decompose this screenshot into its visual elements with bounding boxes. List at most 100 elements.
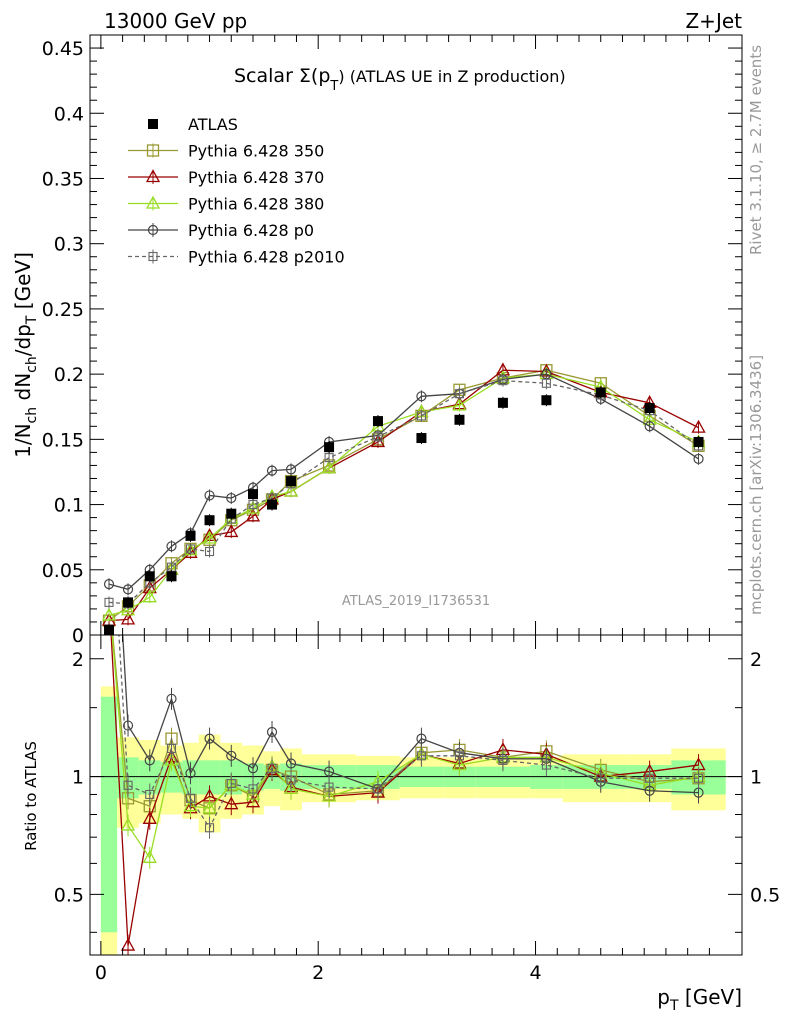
ratio-point-4-17 (645, 773, 655, 783)
ratio-point-2-2 (142, 849, 157, 863)
point-4-9 (285, 464, 297, 475)
legend-label-4: Pythia 6.428 p0 (188, 221, 314, 240)
legend-marker-1 (146, 144, 160, 157)
point-3-10 (321, 460, 337, 474)
ratio-point-3-12 (416, 733, 427, 744)
point-5-14 (498, 376, 508, 386)
ratio-series-2 (111, 635, 706, 869)
point-0-13 (454, 414, 465, 425)
ratio-point-3-9 (285, 758, 297, 769)
point-3-2 (142, 589, 157, 603)
series-line-3 (108, 373, 699, 617)
series-5 (104, 374, 704, 610)
ratio-point-1-6 (224, 796, 239, 810)
series-0 (104, 386, 704, 635)
ratio-point-4-0 (105, 468, 113, 476)
point-4-8 (266, 465, 278, 476)
mcplots-label: mcplots.cern.ch [arXiv:1306.3436] (747, 355, 765, 615)
ratio-series-4 (105, 468, 704, 839)
ratio-point-1-2 (142, 810, 157, 824)
series-line-5 (108, 379, 699, 605)
ratio-point-3-1 (122, 720, 134, 731)
point-4-12 (416, 391, 427, 402)
point-0-5 (204, 515, 215, 526)
main-ytick-label-0: 0 (72, 625, 84, 647)
point-3-5 (202, 530, 217, 544)
ratio-series-group (105, 399, 706, 955)
point-5-12 (416, 411, 426, 421)
series-1 (102, 364, 705, 627)
ratio-point-4-2 (145, 789, 155, 800)
point-3-0 (101, 607, 117, 621)
point-0-14 (497, 397, 508, 408)
ratio-point-2-9 (283, 781, 299, 795)
ratio-point-2-1 (120, 817, 136, 831)
ratio-point-3-2 (144, 755, 155, 766)
series-2 (101, 362, 706, 627)
ratio-point-4-13 (454, 751, 465, 761)
ratio-point-3-3 (166, 693, 177, 704)
point-4-0 (103, 579, 115, 590)
legend: ATLAS Pythia 6.428 350 Pythia 6.428 370 Pyt… (128, 115, 345, 267)
point-4-17 (644, 421, 655, 432)
point-0-7 (248, 489, 258, 500)
point-0-16 (595, 387, 606, 398)
ratio-point-2-10 (321, 788, 337, 802)
ratio-point-4-11 (373, 784, 383, 794)
ratio-ytick-label-left-2: 2 (72, 649, 84, 671)
ratio-point-4-7 (248, 784, 258, 794)
ratio-point-4-16 (596, 773, 606, 783)
rivet-version-label: Rivet 3.1.10, ≥ 2.7M events (747, 45, 765, 255)
point-5-0 (104, 597, 114, 607)
ratio-point-3-0 (105, 399, 114, 408)
point-2-6 (224, 524, 239, 538)
point-2-1 (120, 611, 136, 625)
ratio-point-4-18 (693, 773, 704, 783)
series-3 (101, 366, 706, 622)
main-ytick-label-6: 0.3 (54, 234, 84, 256)
main-ytick-label-3: 0.15 (42, 429, 84, 451)
point-3-7 (245, 500, 261, 514)
main-series-group (101, 362, 706, 635)
point-0-3 (166, 571, 177, 582)
svg-text:1/Nch dNch/dpT [GeV]: 1/Nch dNch/dpT [GeV] (11, 252, 40, 458)
point-0-0 (104, 624, 115, 635)
point-0-15 (541, 395, 552, 406)
point-0-8 (267, 499, 278, 510)
uncertainty-bands (100, 686, 726, 955)
point-5-7 (248, 500, 258, 510)
xtick-label-1: 2 (312, 962, 324, 984)
point-4-3 (166, 541, 177, 552)
band-green-5 (198, 760, 221, 795)
ratio-point-4-10 (324, 782, 334, 792)
ratio-y-axis-label: Ratio to ATLAS (22, 741, 40, 851)
title-sub: T (329, 79, 338, 94)
ratio-point-2-3 (164, 752, 179, 766)
ratio-ytick-label-left-0: 0.5 (54, 884, 84, 906)
data-series (101, 362, 706, 955)
ratio-plot-frame (89, 634, 743, 956)
point-5-10 (324, 453, 334, 463)
main-ytick-label-4: 0.2 (54, 364, 84, 386)
xtick-label-2: 4 (529, 962, 541, 984)
ratio-point-1-7 (245, 794, 261, 808)
header-right: Z+Jet (685, 9, 742, 33)
ratio-point-4-15 (541, 760, 551, 770)
series-line-2 (108, 369, 699, 622)
ratio-ytick-label-right-2: 2 (750, 649, 762, 671)
ratio-point-3-6 (226, 750, 237, 761)
ratio-point-4-1 (123, 780, 133, 790)
band-green-0 (100, 696, 118, 933)
legend-label-2: Pythia 6.428 370 (188, 168, 324, 187)
point-0-18 (693, 436, 704, 447)
ratio-point-3-7 (247, 763, 259, 774)
point-4-5 (204, 490, 215, 501)
point-4-6 (226, 492, 237, 504)
ratio-point-4-3 (166, 743, 177, 753)
point-0-9 (286, 476, 297, 487)
point-5-11 (373, 432, 383, 442)
point-2-7 (245, 508, 261, 522)
legend-label-0: ATLAS (188, 115, 238, 134)
ratio-point-3-8 (266, 726, 278, 738)
